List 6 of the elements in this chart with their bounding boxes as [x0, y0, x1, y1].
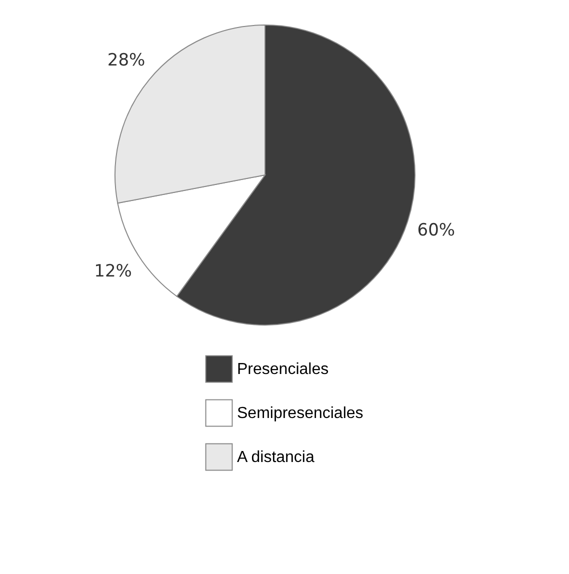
legend-label: Presenciales: [237, 361, 329, 378]
legend-label: Semipresenciales: [237, 405, 364, 422]
data-label: 28%: [107, 50, 146, 70]
data-label: 12%: [94, 261, 132, 282]
legend-label: A distancia: [237, 449, 314, 466]
data-label: 60%: [417, 220, 456, 241]
